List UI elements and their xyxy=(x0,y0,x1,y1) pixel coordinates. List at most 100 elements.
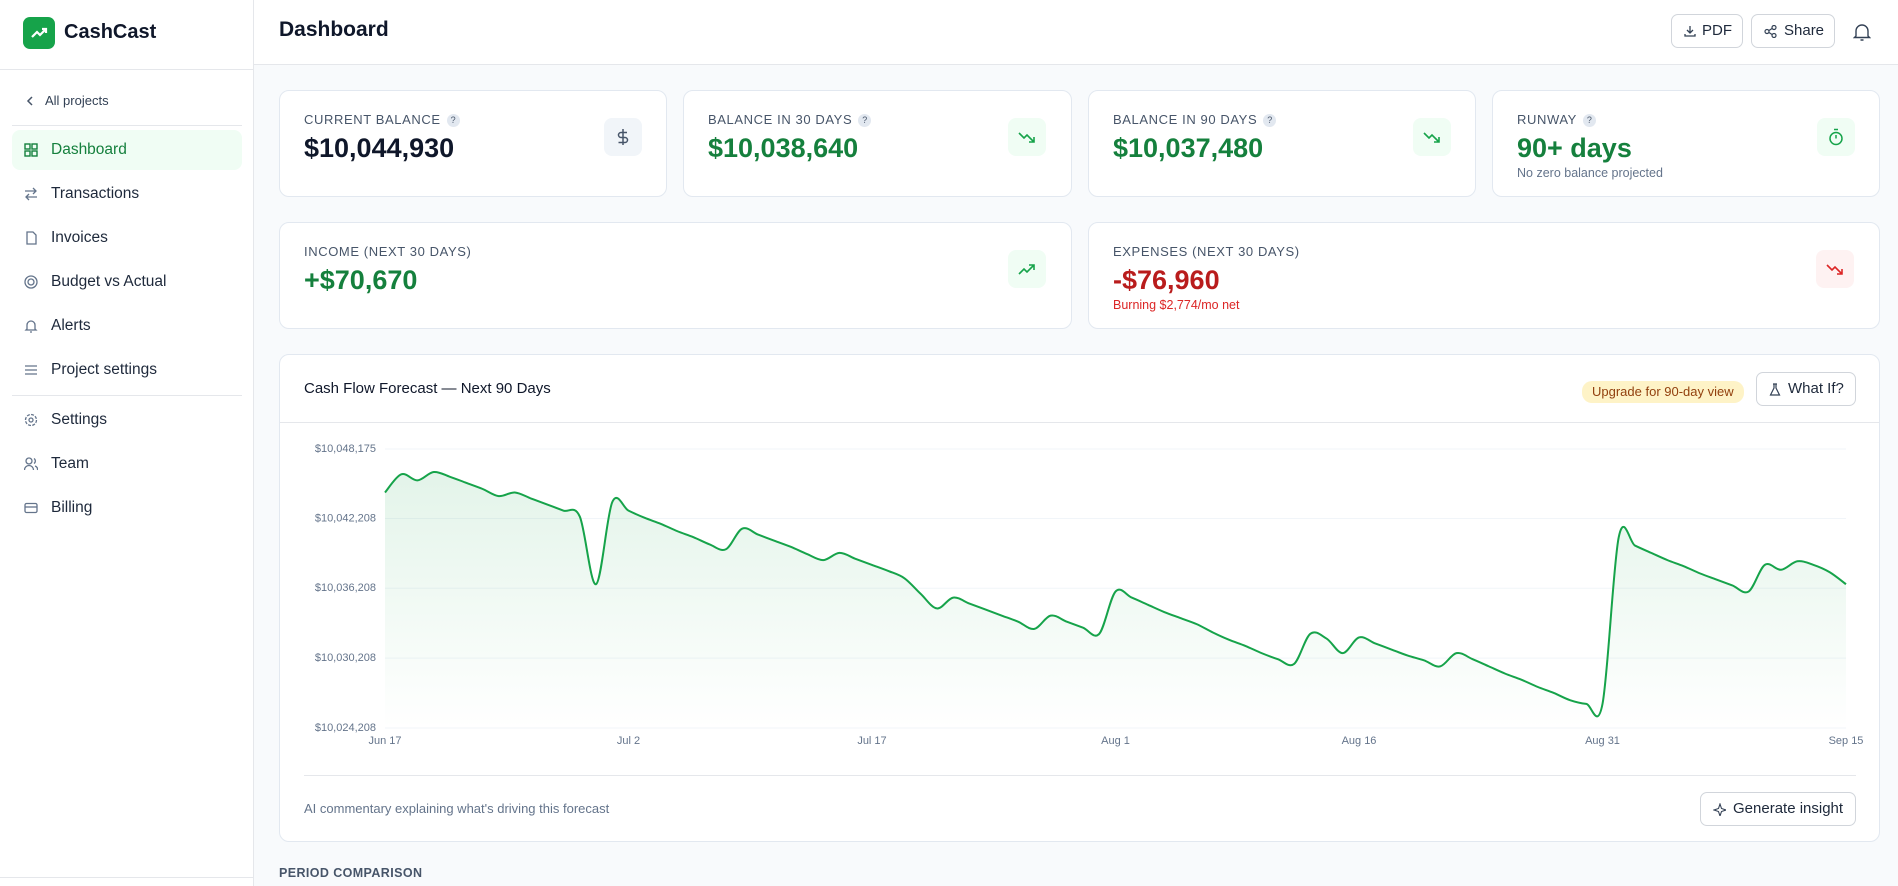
help-icon[interactable]: ? xyxy=(858,114,872,127)
what-if-button[interactable]: What If? xyxy=(1756,372,1856,406)
kpi-icon xyxy=(1008,250,1046,288)
kpi-icon xyxy=(1817,118,1855,156)
kpi-label-text: CURRENT BALANCE xyxy=(304,112,441,127)
nav-item[interactable]: Dashboard xyxy=(12,130,242,170)
nav-label: Team xyxy=(51,455,89,472)
header: Dashboard PDF Share xyxy=(254,0,1898,65)
back-link[interactable]: All projects xyxy=(45,93,109,108)
nav-item[interactable]: Budget vs Actual xyxy=(12,262,242,302)
divider xyxy=(304,775,1856,776)
trend-down-icon xyxy=(1018,132,1035,143)
sidebar: CashCast All projects Dashboard Transact… xyxy=(0,0,254,886)
line xyxy=(384,470,1847,718)
kpi-value: $10,037,480 xyxy=(1113,133,1264,163)
commentary: AI commentary explaining what's driving … xyxy=(304,801,610,816)
x-tick-label: Sep 15 xyxy=(1829,735,1864,747)
logo-icon xyxy=(31,27,48,38)
x-tick-label: Jul 2 xyxy=(617,735,640,747)
trend-down-icon xyxy=(1423,132,1440,143)
x-tick-label: Aug 31 xyxy=(1585,735,1620,747)
help-icon[interactable]: ? xyxy=(1582,114,1596,127)
nav-label: Billing xyxy=(51,499,93,516)
kpi-label-text: RUNWAY xyxy=(1517,112,1577,127)
nav-label: Transactions xyxy=(51,185,140,202)
kpi-card: RUNWAY? 90+ days No zero balance project… xyxy=(1492,90,1880,197)
button-label: What If? xyxy=(1788,380,1844,397)
nav-icon xyxy=(24,413,38,427)
insight-button[interactable]: Generate insight xyxy=(1700,792,1856,826)
sparkle-icon xyxy=(1713,803,1726,816)
download-icon xyxy=(1684,26,1696,37)
trend-up-icon xyxy=(1018,264,1035,275)
nav-icon xyxy=(24,502,38,514)
kpi-value: $10,044,930 xyxy=(304,133,455,163)
section-title: PERIOD COMPARISON xyxy=(279,866,423,880)
kpi-card: CURRENT BALANCE? $10,044,930 xyxy=(279,90,667,197)
kpi-value: -$76,960 xyxy=(1113,265,1220,295)
kpi-card: BALANCE IN 90 DAYS? $10,037,480 xyxy=(1088,90,1476,197)
chart: Cash Flow Forecast — Next 90 Days $10,02… xyxy=(304,380,1864,747)
kpi-label: INCOME (NEXT 30 DAYS) xyxy=(304,244,472,259)
help-icon[interactable]: ? xyxy=(446,114,460,127)
kpi-label-text: BALANCE IN 90 DAYS xyxy=(1113,112,1258,127)
y-tick-label: $10,030,208 xyxy=(315,652,376,664)
kpi-card: INCOME (NEXT 30 DAYS) +$70,670 xyxy=(279,222,1072,329)
kpi-label: CURRENT BALANCE? xyxy=(304,112,460,127)
kpi-label: EXPENSES (NEXT 30 DAYS) xyxy=(1113,244,1300,259)
nav-icon xyxy=(25,365,37,375)
flask-icon xyxy=(1769,383,1781,396)
button-label: Share xyxy=(1784,22,1825,39)
kpi-icon xyxy=(604,118,642,156)
y-tick-label: $10,042,208 xyxy=(315,512,376,524)
divider xyxy=(280,422,1879,423)
nav-item[interactable]: Project settings xyxy=(12,350,242,390)
nav-item[interactable]: Settings xyxy=(12,400,242,440)
nav-label: Alerts xyxy=(51,317,91,334)
kpi-value: +$70,670 xyxy=(304,265,418,295)
trend-down-icon xyxy=(1826,264,1843,275)
nav-item[interactable]: Alerts xyxy=(12,306,242,346)
area xyxy=(385,471,1846,728)
x-tick-label: Aug 16 xyxy=(1342,735,1377,747)
nav-item[interactable]: Billing xyxy=(12,488,242,528)
brand: CashCast xyxy=(64,21,157,43)
kpi-note: Burning $2,774/mo net xyxy=(1113,298,1240,312)
help-icon[interactable]: ? xyxy=(1263,114,1277,127)
kpi-value: 90+ days xyxy=(1517,133,1632,163)
kpi-icon xyxy=(1816,250,1854,288)
button-label: PDF xyxy=(1702,22,1732,39)
kpi-icon xyxy=(1413,118,1451,156)
timer-icon xyxy=(1829,128,1843,146)
share-button[interactable]: Share xyxy=(1751,14,1835,48)
nav-item[interactable]: Transactions xyxy=(12,174,242,214)
y-tick-label: $10,048,175 xyxy=(315,443,376,455)
kpi-label: BALANCE IN 30 DAYS? xyxy=(708,112,872,127)
nav-label: Budget vs Actual xyxy=(51,273,167,290)
kpi-label: BALANCE IN 90 DAYS? xyxy=(1113,112,1277,127)
upgrade-badge[interactable]: Upgrade for 90-day view xyxy=(1582,381,1744,403)
bell-icon[interactable] xyxy=(1853,22,1871,42)
divider xyxy=(12,395,242,396)
kpi-label: RUNWAY? xyxy=(1517,112,1596,127)
kpi-card: BALANCE IN 30 DAYS? $10,038,640 xyxy=(683,90,1072,197)
nav-icon xyxy=(24,320,38,333)
nav-label: Invoices xyxy=(51,229,108,246)
share-icon xyxy=(1764,25,1777,38)
nav-label: Project settings xyxy=(51,361,157,378)
divider xyxy=(12,125,242,126)
nav-icon xyxy=(24,143,38,157)
y-tick-label: $10,024,208 xyxy=(315,722,376,734)
nav-item[interactable]: Team xyxy=(12,444,242,484)
kpi-value: $10,038,640 xyxy=(708,133,859,163)
chart-title: Cash Flow Forecast — Next 90 Days xyxy=(304,380,551,397)
nav-icon xyxy=(24,457,38,471)
divider xyxy=(0,69,254,70)
x-tick-label: Jun 17 xyxy=(368,735,401,747)
kpi-icon xyxy=(1008,118,1046,156)
pdf-button[interactable]: PDF xyxy=(1671,14,1743,48)
button-label: Generate insight xyxy=(1733,800,1844,817)
nav-icon xyxy=(26,231,37,245)
nav-icon xyxy=(25,187,37,201)
nav-item[interactable]: Invoices xyxy=(12,218,242,258)
